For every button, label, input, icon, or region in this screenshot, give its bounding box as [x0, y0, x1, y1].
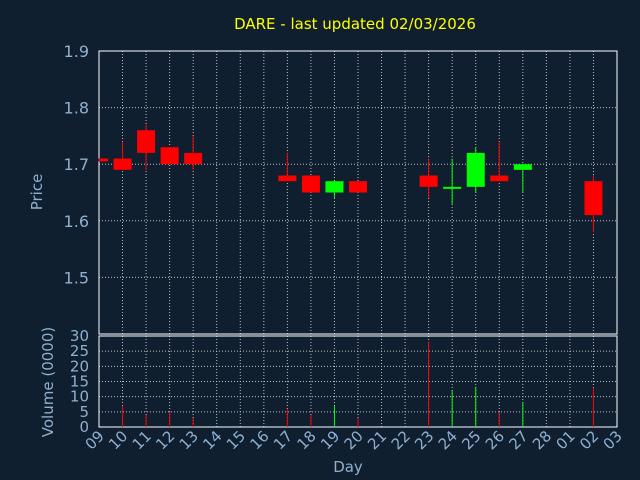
- x-axis-label: Day: [333, 458, 363, 476]
- candle-body: [325, 181, 344, 193]
- candle-body: [301, 175, 320, 193]
- price-tick-label: 1.5: [64, 268, 89, 287]
- x-tick-label: 25: [458, 427, 484, 453]
- x-tick-label: 14: [199, 427, 225, 453]
- volume-tick-label: 20: [70, 357, 89, 375]
- candle-body: [99, 158, 108, 162]
- x-tick-label: 15: [223, 427, 249, 453]
- x-tick-label: 12: [152, 427, 178, 453]
- candle-body: [466, 152, 485, 187]
- x-tick-label: 01: [553, 427, 579, 453]
- x-tick-label: 18: [294, 427, 320, 453]
- x-tick-label: 21: [364, 427, 390, 453]
- price-tick-label: 1.9: [64, 42, 89, 61]
- x-tick-label: 22: [388, 427, 414, 453]
- x-tick-label: 16: [246, 427, 272, 453]
- candle-body: [160, 147, 179, 165]
- candle-body: [137, 130, 156, 153]
- price-tick-label: 1.7: [64, 155, 89, 174]
- candle-body: [584, 181, 603, 216]
- x-tick-label: 23: [411, 427, 437, 453]
- x-tick-label: 28: [529, 427, 555, 453]
- volume-tick-label: 5: [79, 403, 89, 421]
- price-tick-label: 1.8: [64, 99, 89, 118]
- candle-body: [113, 158, 132, 170]
- x-tick-label: 17: [270, 427, 296, 453]
- candle-body: [419, 175, 438, 187]
- x-tick-label: 19: [317, 427, 343, 453]
- volume-tick-label: 0: [79, 418, 89, 436]
- candle-body: [513, 164, 532, 170]
- price-tick-label: 1.6: [64, 212, 89, 231]
- chart-title: DARE - last updated 02/03/2026: [234, 15, 476, 33]
- x-tick-label: 10: [105, 427, 131, 453]
- x-tick-label: 24: [435, 427, 461, 453]
- volume-tick-label: 15: [70, 373, 89, 391]
- price-panel-frame: [98, 50, 618, 335]
- x-tick-label: 20: [341, 427, 367, 453]
- x-axis: 0910111213141516171819202122232425262728…: [82, 427, 626, 453]
- candle-body: [184, 152, 203, 165]
- price-panel: 1.5 1.6 1.7 1.8 1.9: [64, 42, 618, 335]
- candle-body: [443, 186, 462, 189]
- x-tick-label: 26: [482, 427, 508, 453]
- x-tick-label: 02: [576, 427, 602, 453]
- candle-body: [490, 175, 509, 182]
- candle-body: [349, 181, 367, 193]
- price-axis-label: Price: [28, 174, 46, 211]
- volume-axis-label: Volume (0000): [39, 327, 57, 437]
- volume-tick-label: 30: [70, 327, 89, 345]
- x-tick-label: 13: [176, 427, 202, 453]
- x-tick-label: 27: [505, 427, 531, 453]
- volume-tick-label: 10: [70, 388, 89, 406]
- x-tick-label: 11: [129, 427, 155, 453]
- candle-body: [278, 175, 297, 182]
- x-tick-label: 03: [600, 427, 626, 453]
- volume-tick-label: 25: [70, 342, 89, 360]
